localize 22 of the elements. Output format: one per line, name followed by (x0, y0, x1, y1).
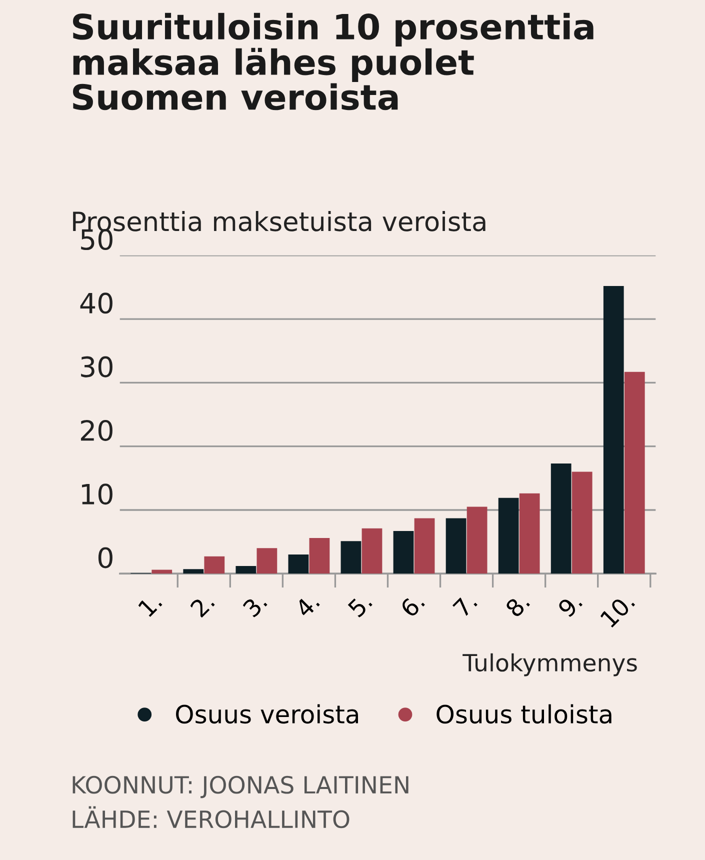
x-tick-label: 5. (347, 592, 373, 618)
x-tick-label: 4. (294, 592, 320, 618)
y-tick-label: 30 (81, 356, 112, 378)
x-axis-title: Tulokymmenys (462, 653, 637, 676)
text: LÄHDE: VEROHALLINTO (72, 806, 350, 828)
x-tick-label: 8. (504, 592, 530, 618)
y-tick-label: 0 (98, 547, 112, 568)
text: KOONNUT: JOONAS LAITINEN (72, 776, 408, 798)
x-tick-label: 9. (557, 592, 583, 618)
y-tick-label: 10 (82, 484, 112, 505)
chart-title: Suurituloisin 10 prosenttia maksaa lähes puolet Suomen veroista (72, 12, 594, 110)
y-tick-label: 40 (80, 292, 112, 314)
x-tick-label: 6. (400, 592, 426, 618)
y-axis-title: Prosenttia maksetuista veroista (73, 210, 486, 232)
y-tick-label: 20 (80, 420, 112, 441)
x-tick-label: 1. (138, 592, 162, 618)
x-tick-label: 10. (600, 592, 636, 628)
x-tick-label: 2. (189, 592, 215, 618)
legend-label: Osuus veroista (176, 704, 358, 724)
x-tick-label: 7. (452, 592, 478, 618)
x-tick-label: 3. (242, 592, 268, 618)
legend-label: Osuus tuloista (436, 704, 612, 724)
